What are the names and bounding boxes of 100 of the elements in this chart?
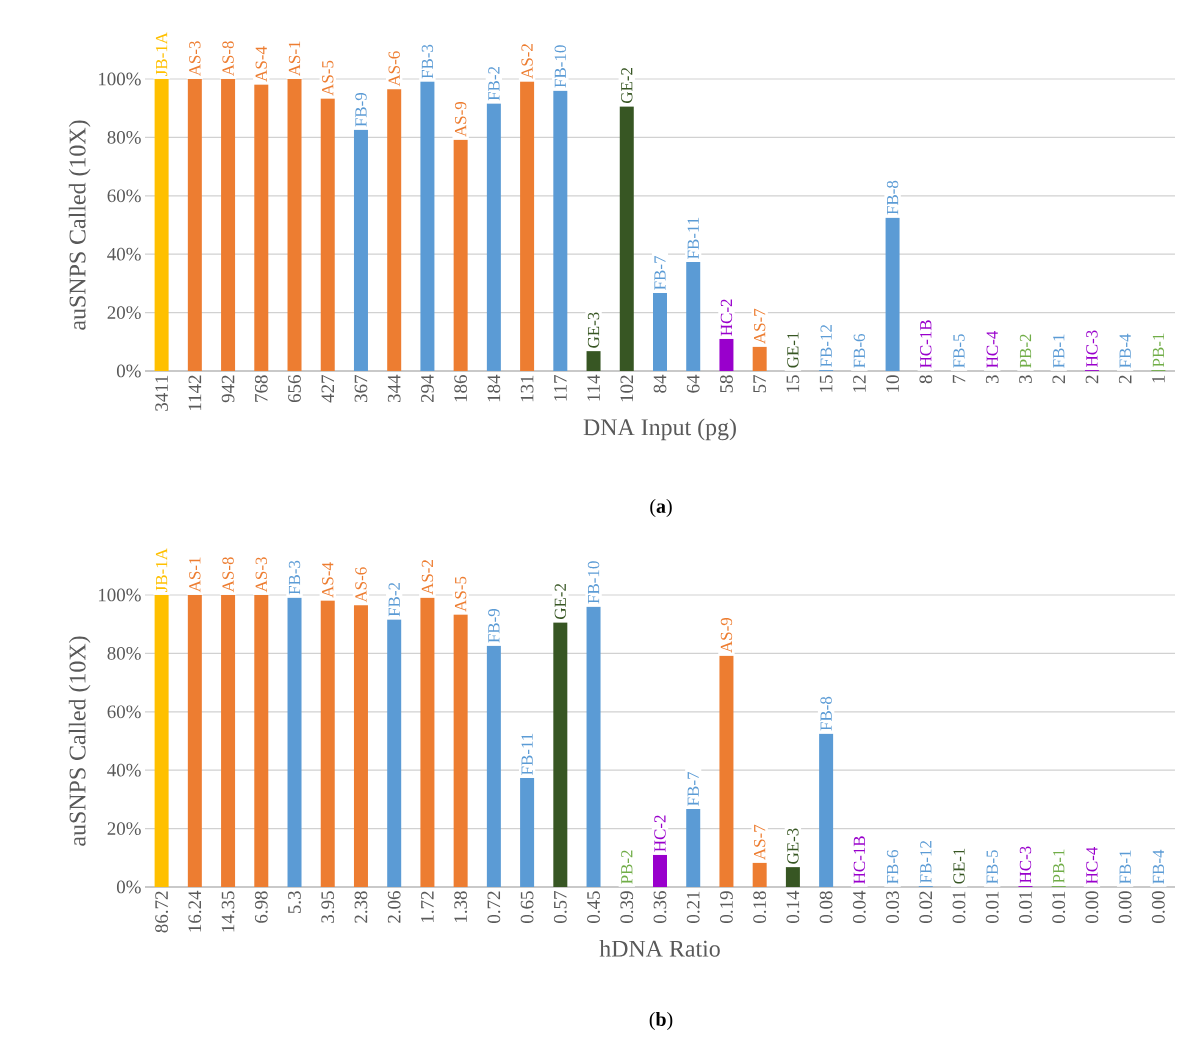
data-label: FB-11 [687, 217, 699, 259]
data-label: FB-7 [654, 255, 666, 290]
data-label: HC-4 [986, 330, 998, 368]
x-tick-label: 294 [421, 374, 434, 403]
x-tick-label: 0.39 [620, 891, 634, 923]
data-label: AS-4 [255, 46, 267, 82]
data-label: FB-10 [587, 561, 600, 604]
data-label: AS-8 [222, 41, 234, 77]
data-label: FB-5 [986, 850, 998, 884]
x-tick-label: 0.01 [1052, 891, 1066, 923]
y-axis-title: auSNPS Called (10X) [68, 120, 91, 330]
data-label: AS-9 [720, 617, 733, 653]
bar [653, 293, 667, 371]
x-tick-label: 0.14 [786, 890, 800, 923]
x-tick-label: 0.72 [487, 891, 501, 923]
x-tick-label: 0.01 [952, 891, 966, 923]
x-tick-label: 0.00 [1151, 891, 1165, 923]
data-label: GE-3 [787, 828, 799, 864]
x-tick-label: 14.35 [221, 891, 235, 932]
x-tick-label: 0.21 [686, 891, 700, 923]
x-tick-label: 656 [288, 375, 301, 403]
data-label: HC-1B [920, 320, 932, 368]
bar [520, 778, 535, 887]
x-tick-label: 0.00 [1118, 891, 1132, 923]
x-tick-label: 86.72 [155, 891, 169, 933]
x-tick-label: 0.18 [753, 891, 767, 923]
data-label: FB-6 [886, 849, 899, 884]
data-label: AS-3 [189, 41, 201, 77]
x-tick-label: 12 [853, 375, 866, 392]
x-tick-label: 3 [1019, 375, 1032, 384]
bar [221, 595, 236, 887]
x-tick-label: 2 [1118, 375, 1132, 384]
x-tick-label: 0.45 [587, 891, 600, 923]
x-tick-label: 0.19 [720, 891, 733, 923]
data-label: FB-8 [820, 696, 832, 731]
x-tick-label: 117 [554, 375, 567, 401]
y-tick-label: 100% [98, 72, 141, 86]
x-tick-label: 2 [1052, 375, 1065, 384]
data-label: AS-8 [222, 557, 234, 593]
data-label: GE-2 [554, 584, 567, 620]
data-label: JB-1A [155, 32, 168, 76]
data-label: FB-8 [886, 180, 899, 215]
data-label: AS-2 [421, 560, 434, 595]
data-label: AS-6 [388, 51, 400, 87]
data-label: AS-5 [454, 576, 467, 612]
data-label: AS-3 [255, 557, 267, 593]
text: (a) [650, 498, 672, 518]
data-label: FB-11 [521, 733, 533, 775]
x-tick-label: 131 [520, 375, 534, 402]
data-label: FB-1 [1053, 334, 1065, 368]
data-label: AS-9 [454, 101, 467, 137]
data-label: PB-1 [1152, 333, 1164, 367]
x-tick-label: 58 [720, 375, 733, 393]
y-tick-label: 60% [107, 705, 141, 719]
x-tick-label: 10 [886, 375, 899, 392]
x-tick-label: 344 [387, 374, 401, 402]
y-tick-label: 60% [107, 189, 141, 203]
bar [221, 78, 236, 371]
data-label: AS-7 [753, 824, 766, 860]
data-label: AS-7 [753, 308, 766, 344]
x-tick-label: 8 [919, 375, 933, 384]
x-tick-label: 0.57 [553, 891, 567, 923]
data-label: HC-3 [1019, 846, 1032, 883]
x-tick-label: 3.95 [321, 891, 335, 923]
x-tick-label: 2.38 [354, 891, 368, 923]
data-label: AS-1 [288, 41, 301, 77]
x-tick-label: 15 [819, 375, 833, 392]
data-label: FB-6 [853, 333, 866, 368]
bar [187, 595, 202, 887]
y-tick-label: 40% [107, 247, 141, 261]
x-tick-label: 0.01 [1019, 891, 1032, 923]
data-label: FB-9 [355, 92, 367, 127]
data-label: HC-4 [1086, 846, 1098, 884]
data-label: FB-4 [1152, 849, 1164, 884]
y-tick-label: 20% [107, 306, 141, 320]
data-label: AS-5 [322, 60, 334, 96]
x-tick-label: 427 [321, 375, 335, 403]
x-tick-label: 2.06 [387, 891, 401, 923]
x-tick-label: 1142 [188, 375, 202, 411]
bar [154, 78, 169, 371]
x-tick-label: 0.02 [919, 891, 933, 923]
x-tick-label: 0.65 [520, 891, 534, 923]
x-tick-label: 367 [354, 375, 368, 402]
data-label: PB-2 [1019, 334, 1032, 368]
x-tick-label: 1.38 [454, 891, 468, 922]
x-tick-label: 1.72 [421, 891, 434, 922]
x-tick-label: 768 [254, 375, 268, 402]
x-tick-label: 7 [952, 375, 966, 383]
bar [586, 351, 601, 371]
x-tick-label: 942 [221, 375, 235, 403]
y-tick-label: 40% [107, 763, 141, 777]
data-label: FB-5 [953, 334, 965, 368]
x-tick-label: 84 [653, 374, 667, 393]
x-tick-label: 3411 [155, 375, 168, 411]
data-label: GE-1 [787, 332, 799, 368]
x-axis-title: hDNA Ratio [599, 939, 720, 957]
x-tick-label: 15 [786, 375, 800, 392]
x-tick-label: 114 [587, 374, 600, 401]
data-label: PB-1 [1053, 849, 1065, 883]
bar [187, 78, 202, 371]
